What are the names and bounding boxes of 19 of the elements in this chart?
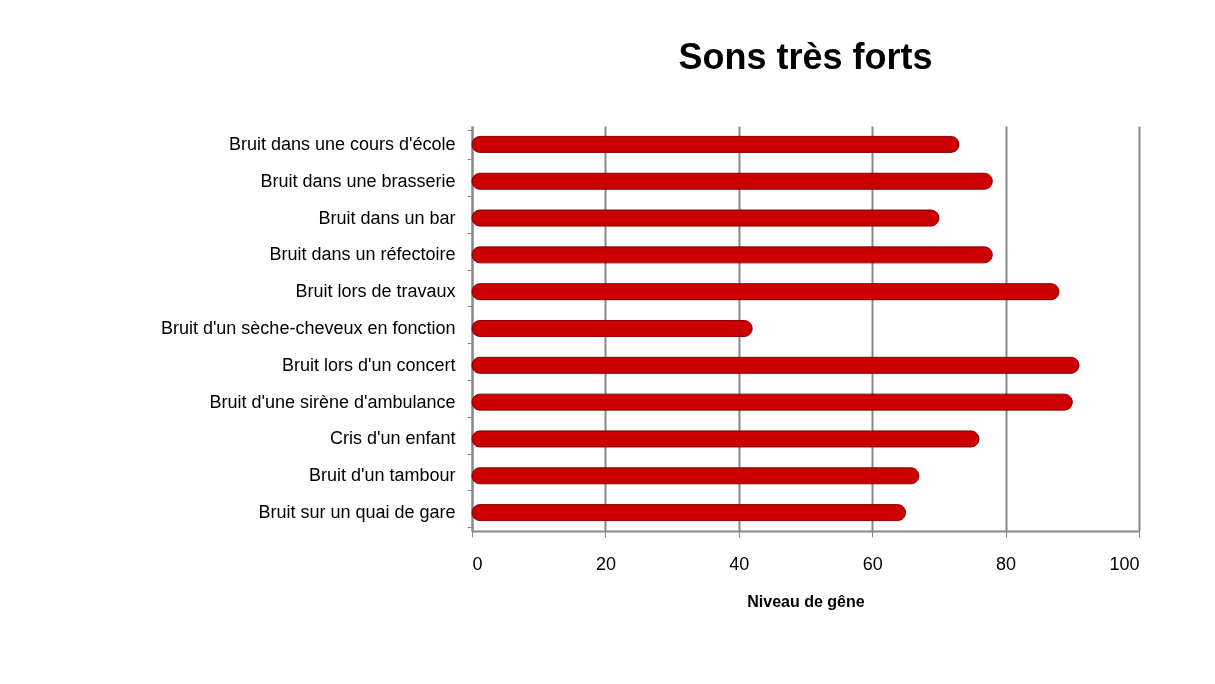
y-tick-label: Bruit dans une cours d'école (228, 133, 456, 154)
y-tick-label: Bruit dans un bar (318, 207, 456, 228)
x-tick-label: 60 (862, 553, 883, 574)
chart-title: Sons très forts (678, 36, 933, 77)
x-tick-label: 80 (996, 553, 1017, 574)
y-tick-label: Bruit d'une sirène d'ambulance (209, 391, 456, 412)
x-axis-title: Niveau de gêne (747, 592, 865, 610)
x-tick-label: 100 (1109, 553, 1140, 574)
x-tick-label: 40 (729, 553, 750, 574)
y-tick-label: Bruit lors d'un concert (281, 354, 456, 375)
x-tick-label: 20 (595, 553, 616, 574)
y-tick-label: Bruit dans une brasserie (260, 170, 456, 191)
y-tick-label: Bruit sur un quai de gare (258, 502, 456, 523)
y-tick-label: Cris d'un enfant (329, 428, 456, 449)
y-tick-label: Bruit d'un sèche-cheveux en fonction (160, 318, 456, 338)
x-tick-label: 0 (472, 553, 483, 574)
y-tick-label: Bruit dans un réfectoire (269, 244, 456, 265)
y-tick-label: Bruit d'un tambour (308, 465, 456, 486)
y-tick-label: Bruit lors de travaux (295, 281, 456, 302)
